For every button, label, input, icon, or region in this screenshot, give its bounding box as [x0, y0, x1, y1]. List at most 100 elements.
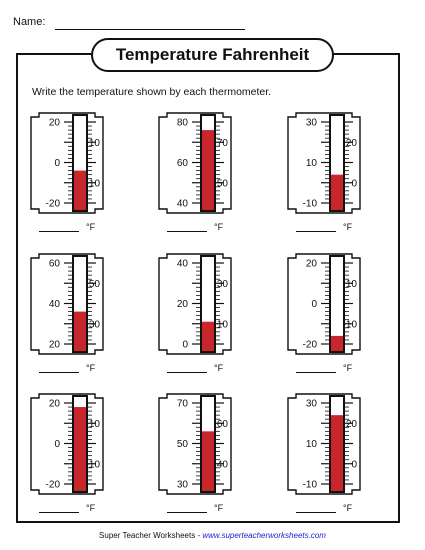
scale-label-right: 40 — [217, 459, 229, 470]
scale-label-left: 80 — [177, 118, 189, 129]
scale-label-left: -20 — [303, 340, 318, 351]
thermometer: 40 20 0 30 10 °F — [158, 253, 232, 388]
scale-label-right: 50 — [217, 178, 229, 189]
worksheet-title-text: Temperature Fahrenheit — [115, 45, 310, 64]
answer-unit: °F — [86, 363, 96, 373]
thermometer-graphic: 30 10 -10 20 0 — [287, 112, 361, 214]
answer-row: °F — [31, 222, 103, 236]
answer-row: °F — [288, 503, 360, 517]
answer-row: °F — [31, 363, 103, 377]
scale-label-left: 30 — [306, 118, 318, 129]
scale-label-right: -10 — [86, 178, 101, 189]
thermometer: 20 0 -20 10 -10 °F — [30, 112, 104, 247]
scale-label-left: 60 — [177, 158, 189, 169]
mercury-level — [74, 407, 86, 491]
scale-label-left: 0 — [54, 158, 60, 169]
scale-label-left: -10 — [303, 199, 318, 210]
scale-label-left: 20 — [49, 340, 61, 351]
answer-unit: °F — [343, 363, 353, 373]
answer-blank[interactable] — [167, 372, 207, 373]
thermometer-graphic: 30 10 -10 20 0 — [287, 393, 361, 495]
scale-label-right: 60 — [217, 419, 229, 430]
thermometer: 30 10 -10 20 0 °F — [287, 112, 361, 247]
scale-label-right: 30 — [89, 319, 101, 330]
mercury-level — [202, 130, 214, 210]
thermometer-graphic: 40 20 0 30 10 — [158, 253, 232, 355]
answer-blank[interactable] — [167, 231, 207, 232]
scale-label-right: 10 — [89, 419, 101, 430]
answer-row: °F — [31, 503, 103, 517]
answer-blank[interactable] — [39, 231, 79, 232]
scale-label-left: -20 — [46, 480, 61, 491]
footer-separator: - — [195, 531, 203, 540]
answer-row: °F — [288, 222, 360, 236]
thermometer-graphic: 20 0 -20 10 -10 — [30, 112, 104, 214]
answer-row: °F — [159, 222, 231, 236]
answer-unit: °F — [86, 503, 96, 513]
mercury-level — [202, 431, 214, 491]
scale-label-left: 50 — [177, 439, 189, 450]
scale-label-left: -10 — [303, 480, 318, 491]
scale-label-left: 60 — [49, 259, 61, 270]
thermometer: 60 40 20 50 30 °F — [30, 253, 104, 388]
answer-unit: °F — [343, 503, 353, 513]
answer-row: °F — [288, 363, 360, 377]
scale-label-left: 40 — [49, 299, 61, 310]
scale-label-left: 10 — [306, 439, 318, 450]
scale-label-left: 30 — [306, 399, 318, 410]
answer-blank[interactable] — [39, 372, 79, 373]
answer-row: °F — [159, 363, 231, 377]
worksheet-title: Temperature Fahrenheit — [91, 38, 334, 72]
scale-label-left: 0 — [54, 439, 60, 450]
scale-label-right: 10 — [89, 138, 101, 149]
footer: Super Teacher Worksheets - www.superteac… — [0, 531, 425, 540]
scale-label-left: 0 — [182, 340, 188, 351]
mercury-level — [74, 170, 86, 210]
thermometer: 80 60 40 70 50 °F — [158, 112, 232, 247]
scale-label-right: -10 — [86, 459, 101, 470]
mercury-level — [74, 311, 86, 351]
answer-unit: °F — [214, 363, 224, 373]
footer-link[interactable]: www.superteacherworksheets.com — [202, 531, 326, 540]
answer-blank[interactable] — [296, 372, 336, 373]
scale-label-left: 70 — [177, 399, 189, 410]
scale-label-right: 30 — [217, 279, 229, 290]
scale-label-left: 20 — [306, 259, 318, 270]
scale-label-left: 40 — [177, 259, 189, 270]
mercury-level — [331, 174, 343, 210]
answer-unit: °F — [343, 222, 353, 232]
thermometer-graphic: 60 40 20 50 30 — [30, 253, 104, 355]
thermometer: 70 50 30 60 40 °F — [158, 393, 232, 528]
mercury-level — [331, 335, 343, 351]
scale-label-left: 40 — [177, 199, 189, 210]
scale-label-right: 10 — [346, 279, 358, 290]
name-label: Name: — [13, 16, 46, 28]
scale-label-left: -20 — [46, 199, 61, 210]
thermometer-graphic: 20 0 -20 10 -10 — [30, 393, 104, 495]
answer-blank[interactable] — [296, 512, 336, 513]
scale-label-right: 70 — [217, 138, 229, 149]
answer-unit: °F — [86, 222, 96, 232]
scale-label-right: 0 — [351, 178, 357, 189]
scale-label-left: 30 — [177, 480, 189, 491]
answer-unit: °F — [214, 503, 224, 513]
scale-label-left: 10 — [306, 158, 318, 169]
thermometer-graphic: 70 50 30 60 40 — [158, 393, 232, 495]
answer-row: °F — [159, 503, 231, 517]
scale-label-right: 20 — [346, 138, 358, 149]
scale-label-right: -10 — [343, 319, 358, 330]
footer-brand: Super Teacher Worksheets — [99, 531, 196, 540]
scale-label-left: 20 — [49, 399, 61, 410]
thermometer: 30 10 -10 20 0 °F — [287, 393, 361, 528]
answer-unit: °F — [214, 222, 224, 232]
scale-label-right: 20 — [346, 419, 358, 430]
answer-blank[interactable] — [167, 512, 207, 513]
scale-label-right: 10 — [217, 319, 229, 330]
name-field[interactable] — [55, 29, 245, 30]
answer-blank[interactable] — [296, 231, 336, 232]
mercury-level — [331, 415, 343, 491]
thermometer-graphic: 80 60 40 70 50 — [158, 112, 232, 214]
mercury-level — [202, 321, 214, 351]
thermometer-graphic: 20 0 -20 10 -10 — [287, 253, 361, 355]
answer-blank[interactable] — [39, 512, 79, 513]
